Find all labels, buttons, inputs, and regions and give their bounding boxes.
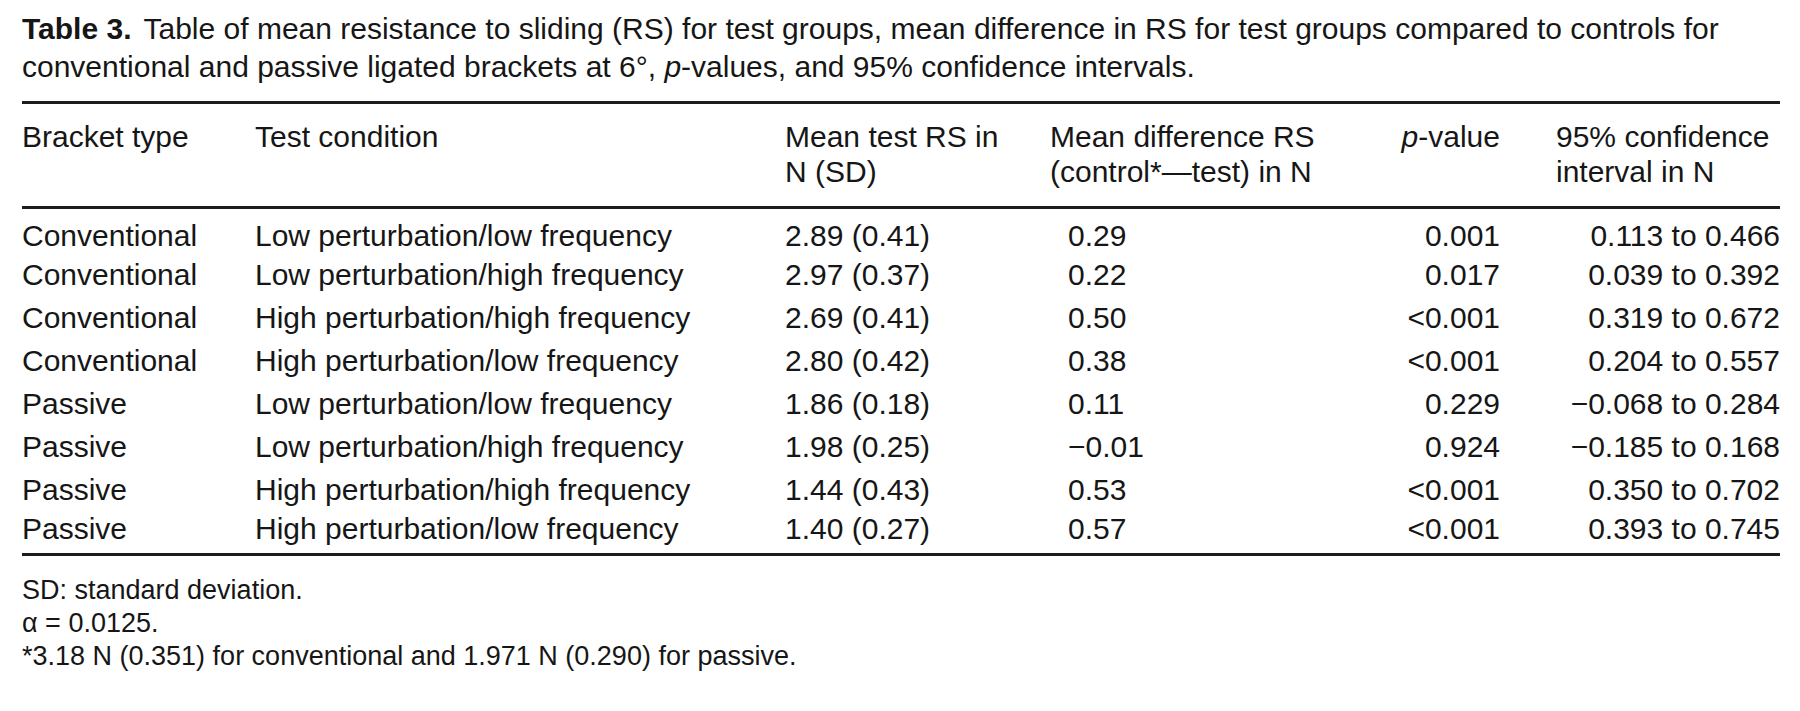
cell-test-condition: Low perturbation/low frequency xyxy=(255,208,785,254)
column-header-bracket-type: Bracket type xyxy=(22,103,255,208)
cell-mean-test-rs: 2.80 (0.42) xyxy=(785,339,1050,382)
table-row: PassiveHigh perturbation/low frequency1.… xyxy=(22,511,1780,554)
column-header-line: Mean test RS in xyxy=(785,119,1050,154)
cell-test-condition: High perturbation/high frequency xyxy=(255,296,785,339)
cell-mean-difference: 0.29 xyxy=(1050,208,1330,254)
cell-test-condition: High perturbation/low frequency xyxy=(255,511,785,554)
table-row: ConventionalHigh perturbation/high frequ… xyxy=(22,296,1780,339)
cell-mean-difference: 0.50 xyxy=(1050,296,1330,339)
cell-mean-test-rs: 1.86 (0.18) xyxy=(785,382,1050,425)
table-caption-label: Table 3. xyxy=(22,12,131,45)
column-header-mean-test-rs: Mean test RS inN (SD) xyxy=(785,103,1050,208)
column-header-line: Test condition xyxy=(255,119,785,154)
cell-bracket-type: Passive xyxy=(22,382,255,425)
cell-mean-test-rs: 1.44 (0.43) xyxy=(785,468,1050,511)
cell-confidence-interval: 0.039 to 0.392 xyxy=(1500,253,1780,296)
column-header-line: p-value xyxy=(1330,119,1500,154)
cell-confidence-interval: 0.319 to 0.672 xyxy=(1500,296,1780,339)
cell-confidence-interval: 0.204 to 0.557 xyxy=(1500,339,1780,382)
cell-p-value: 0.924 xyxy=(1330,425,1500,468)
table-row: PassiveHigh perturbation/high frequency1… xyxy=(22,468,1780,511)
column-header-line: Bracket type xyxy=(22,119,255,154)
column-header-line: interval in N xyxy=(1556,154,1780,189)
footnote: α = 0.0125. xyxy=(22,607,1780,640)
cell-mean-test-rs: 2.97 (0.37) xyxy=(785,253,1050,296)
cell-confidence-interval: 0.113 to 0.466 xyxy=(1500,208,1780,254)
cell-mean-difference: 0.53 xyxy=(1050,468,1330,511)
cell-bracket-type: Conventional xyxy=(22,253,255,296)
cell-bracket-type: Conventional xyxy=(22,339,255,382)
column-header-line: N (SD) xyxy=(785,154,1050,189)
cell-test-condition: Low perturbation/high frequency xyxy=(255,253,785,296)
column-header-line: Mean difference RS xyxy=(1050,119,1330,154)
table-caption: Table 3.Table of mean resistance to slid… xyxy=(22,10,1780,86)
cell-confidence-interval: 0.350 to 0.702 xyxy=(1500,468,1780,511)
column-header-p-value: p-value xyxy=(1330,103,1500,208)
cell-mean-difference: 0.22 xyxy=(1050,253,1330,296)
cell-mean-difference: 0.11 xyxy=(1050,382,1330,425)
cell-confidence-interval: −0.068 to 0.284 xyxy=(1500,382,1780,425)
data-table: Bracket typeTest conditionMean test RS i… xyxy=(22,101,1780,556)
cell-test-condition: Low perturbation/high frequency xyxy=(255,425,785,468)
cell-test-condition: Low perturbation/low frequency xyxy=(255,382,785,425)
cell-p-value: <0.001 xyxy=(1330,468,1500,511)
column-header-confidence-interval: 95% confidenceinterval in N xyxy=(1500,103,1780,208)
column-header-test-condition: Test condition xyxy=(255,103,785,208)
column-header-mean-difference: Mean difference RS(control*—test) in N xyxy=(1050,103,1330,208)
table-row: ConventionalHigh perturbation/low freque… xyxy=(22,339,1780,382)
cell-bracket-type: Passive xyxy=(22,511,255,554)
table-row: ConventionalLow perturbation/high freque… xyxy=(22,253,1780,296)
cell-mean-difference: 0.57 xyxy=(1050,511,1330,554)
column-header-line: 95% confidence xyxy=(1556,119,1780,154)
table-body: ConventionalLow perturbation/low frequen… xyxy=(22,208,1780,555)
cell-bracket-type: Conventional xyxy=(22,296,255,339)
table-caption-text: Table of mean resistance to sliding (RS)… xyxy=(22,12,1719,83)
cell-mean-test-rs: 1.40 (0.27) xyxy=(785,511,1050,554)
cell-confidence-interval: −0.185 to 0.168 xyxy=(1500,425,1780,468)
cell-mean-difference: −0.01 xyxy=(1050,425,1330,468)
cell-p-value: <0.001 xyxy=(1330,339,1500,382)
cell-bracket-type: Passive xyxy=(22,425,255,468)
cell-p-value: <0.001 xyxy=(1330,511,1500,554)
footnote: *3.18 N (0.351) for conventional and 1.9… xyxy=(22,640,1780,673)
table-row: PassiveLow perturbation/high frequency1.… xyxy=(22,425,1780,468)
table-header: Bracket typeTest conditionMean test RS i… xyxy=(22,103,1780,208)
cell-confidence-interval: 0.393 to 0.745 xyxy=(1500,511,1780,554)
table-header-row: Bracket typeTest conditionMean test RS i… xyxy=(22,103,1780,208)
cell-bracket-type: Conventional xyxy=(22,208,255,254)
cell-mean-difference: 0.38 xyxy=(1050,339,1330,382)
table-row: ConventionalLow perturbation/low frequen… xyxy=(22,208,1780,254)
cell-p-value: 0.001 xyxy=(1330,208,1500,254)
cell-p-value: <0.001 xyxy=(1330,296,1500,339)
cell-mean-test-rs: 2.89 (0.41) xyxy=(785,208,1050,254)
table-footnotes: SD: standard deviation.α = 0.0125.*3.18 … xyxy=(22,574,1780,673)
table-row: PassiveLow perturbation/low frequency1.8… xyxy=(22,382,1780,425)
caption-segment: p xyxy=(664,50,681,83)
cell-mean-test-rs: 1.98 (0.25) xyxy=(785,425,1050,468)
caption-segment: -values, and 95% confidence intervals. xyxy=(681,50,1195,83)
cell-p-value: 0.017 xyxy=(1330,253,1500,296)
cell-test-condition: High perturbation/high frequency xyxy=(255,468,785,511)
footnote: SD: standard deviation. xyxy=(22,574,1780,607)
cell-bracket-type: Passive xyxy=(22,468,255,511)
paper-table-figure: Table 3.Table of mean resistance to slid… xyxy=(0,0,1800,673)
cell-mean-test-rs: 2.69 (0.41) xyxy=(785,296,1050,339)
cell-test-condition: High perturbation/low frequency xyxy=(255,339,785,382)
cell-p-value: 0.229 xyxy=(1330,382,1500,425)
column-header-line: (control*—test) in N xyxy=(1050,154,1330,189)
